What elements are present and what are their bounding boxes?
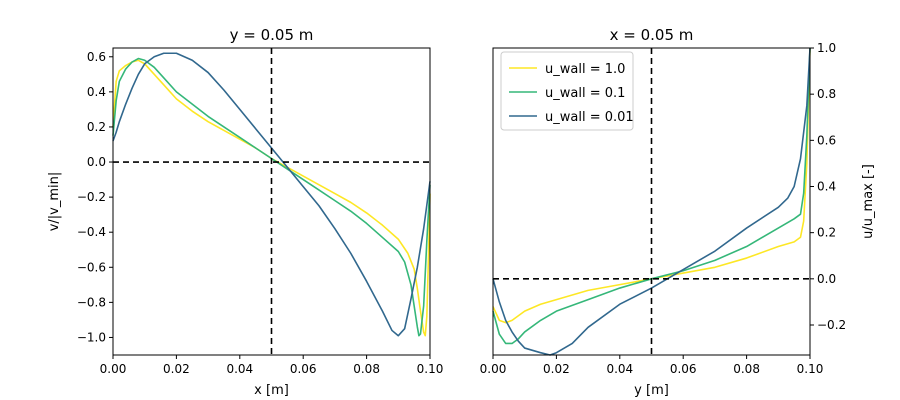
left-x-tick-label: 0.08 (353, 362, 380, 376)
right-x-tick-label: 0.04 (606, 362, 633, 376)
legend: u_wall = 1.0 u_wall = 0.1 u_wall = 0.01 (500, 51, 634, 131)
right-y-tick-label: −0.2 (817, 318, 846, 332)
right-series-line-1 (492, 47, 811, 324)
left-x-tick-label: 0.02 (163, 362, 190, 376)
left-y-ticks: 0.6 0.4 0.2 0.0 −0.2 −0.4 −0.6 −0.8 −1.0 (77, 50, 113, 344)
left-series-line-2 (112, 57, 431, 337)
left-x-axis-label: x [m] (254, 383, 289, 398)
left-x-tick-label: 0.10 (417, 362, 444, 376)
left-y-tick-label: 0.6 (87, 50, 106, 64)
left-series-layer (112, 52, 431, 337)
left-x-ticks: 0.00 0.02 0.04 0.06 0.08 0.10 (100, 355, 444, 376)
right-x-tick-label: 0.06 (670, 362, 697, 376)
right-y-tick-label: 0.0 (817, 272, 836, 286)
right-series-line-2 (492, 47, 811, 345)
right-x-tick-label: 0.02 (543, 362, 570, 376)
right-x-tick-label: 0.00 (480, 362, 507, 376)
right-y-tick-label: 0.8 (817, 87, 836, 101)
right-y-tick-label: 0.2 (817, 226, 836, 240)
left-x-tick-label: 0.00 (100, 362, 127, 376)
right-series-layer (492, 47, 811, 356)
left-panel: 0.00 0.02 0.04 0.06 0.08 0.10 0.6 0.4 0.2 0.0 −0.… (47, 26, 443, 398)
right-x-ticks: 0.00 0.02 0.04 0.06 0.08 0.10 (480, 355, 824, 376)
left-reference-lines (113, 48, 430, 355)
right-series-line-3 (492, 47, 811, 356)
right-plot-frame (492, 47, 811, 356)
right-x-tick-label: 0.08 (733, 362, 760, 376)
right-y-tick-label: 1.0 (817, 41, 836, 55)
legend-label-1: u_wall = 1.0 (545, 62, 625, 77)
legend-label-2: u_wall = 0.1 (545, 86, 625, 101)
right-y-tick-label: 0.6 (817, 133, 836, 147)
right-y-tick-label: 0.4 (817, 179, 836, 193)
left-y-tick-label: 0.4 (87, 85, 106, 99)
left-y-tick-label: 0.2 (87, 120, 106, 134)
right-y-axis-label: u/u_max [-] (861, 164, 876, 239)
left-x-tick-label: 0.04 (226, 362, 253, 376)
left-y-tick-label: −0.2 (77, 190, 106, 204)
left-chart-title: y = 0.05 m (230, 26, 314, 44)
left-y-axis-label: v/|v_min| (47, 172, 62, 232)
right-panel: 0.00 0.02 0.04 0.06 0.08 0.10 1.0 0.8 0.6 0.4 0.2… (480, 26, 876, 398)
right-reference-lines (493, 48, 810, 355)
left-y-tick-label: 0.0 (87, 155, 106, 169)
left-y-tick-label: −0.6 (77, 260, 106, 274)
right-x-axis-label: y [m] (634, 383, 669, 398)
right-chart-title: x = 0.05 m (610, 26, 694, 44)
legend-label-3: u_wall = 0.01 (545, 110, 634, 125)
right-y-ticks: 1.0 0.8 0.6 0.4 0.2 0.0 −0.2 (810, 41, 846, 332)
left-series-line-3 (112, 52, 431, 337)
right-x-tick-label: 0.10 (797, 362, 824, 376)
left-y-tick-label: −1.0 (77, 330, 106, 344)
left-y-tick-label: −0.8 (77, 295, 106, 309)
left-plot-frame (112, 47, 431, 356)
legend-box (500, 51, 634, 131)
left-x-tick-label: 0.06 (290, 362, 317, 376)
left-y-tick-label: −0.4 (77, 225, 106, 239)
